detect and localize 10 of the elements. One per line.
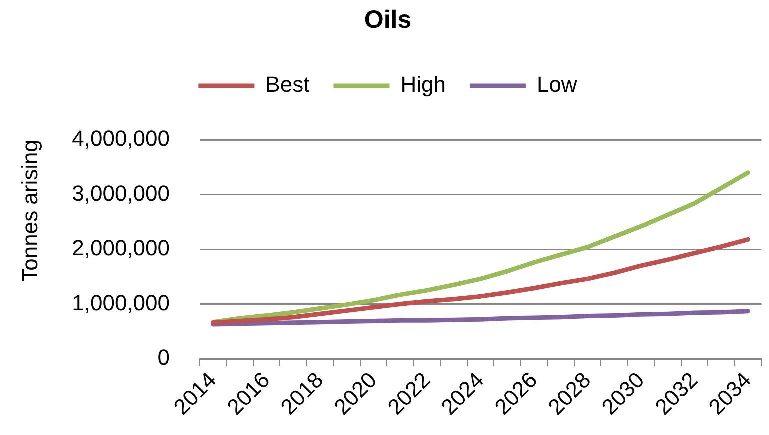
y-tick-label: 2,000,000 [72,236,170,261]
legend-label: Best [266,72,310,98]
y-tick-label: 1,000,000 [72,290,170,316]
y-axis-title: Tonnes arising [17,140,42,282]
chart-title: Oils [364,6,412,34]
legend-label: High [400,72,446,98]
y-tick-label: 0 [158,345,170,370]
legend-label: Low [536,72,578,98]
y-tick-label: 4,000,000 [72,126,170,152]
y-tick-label: 3,000,000 [72,180,170,206]
